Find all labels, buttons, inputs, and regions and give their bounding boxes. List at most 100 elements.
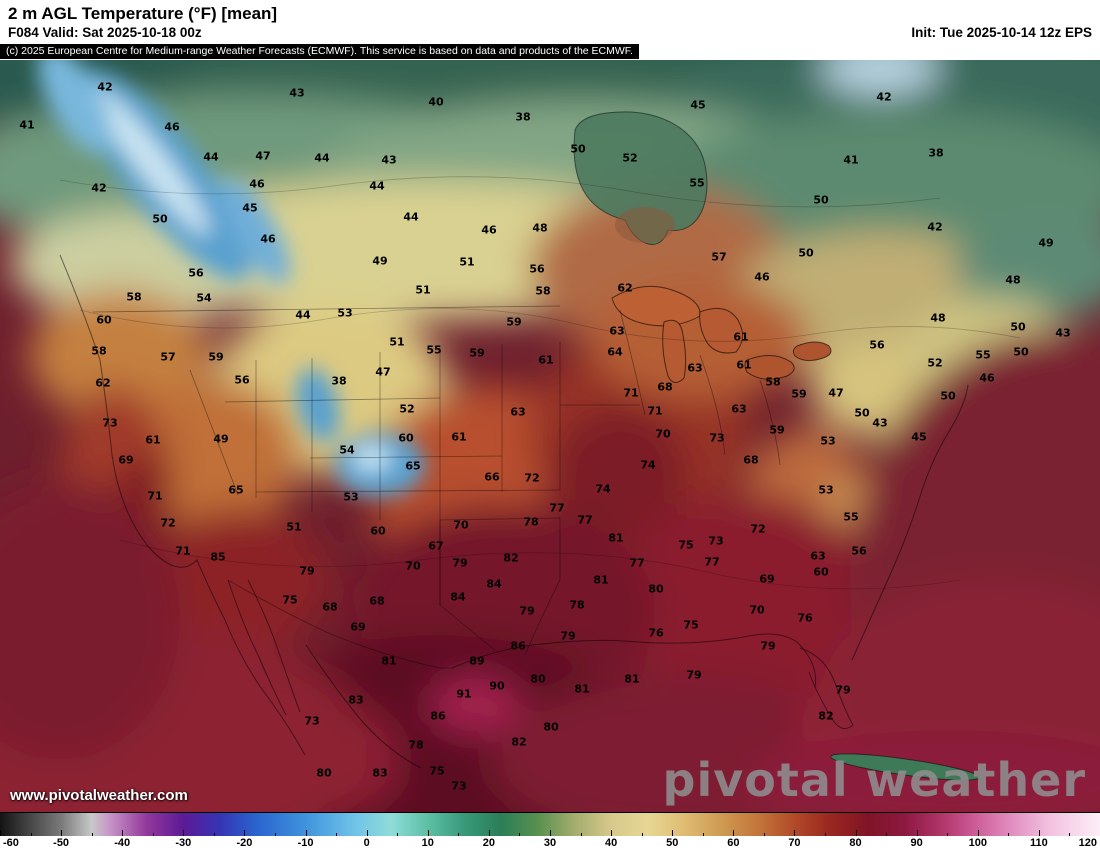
temp-label: 46 <box>979 371 995 385</box>
temp-label: 70 <box>453 518 469 532</box>
valid-time-label: F084 Valid: Sat 2025-10-18 00z <box>8 25 202 40</box>
temp-label: 58 <box>765 375 781 389</box>
temp-label: 79 <box>519 604 535 618</box>
temp-label: 51 <box>459 255 475 269</box>
colorbar-tick-label: 50 <box>666 837 679 849</box>
temp-label: 81 <box>624 672 640 686</box>
temp-label: 52 <box>927 356 943 370</box>
temp-label: 49 <box>1038 236 1054 250</box>
colorbar-tick-label: 90 <box>910 837 923 849</box>
temp-label: 74 <box>640 458 656 472</box>
temp-label: 57 <box>160 350 176 364</box>
temp-label: 77 <box>549 501 565 515</box>
temp-label: 46 <box>260 232 276 246</box>
init-time-label: Init: Tue 2025-10-14 12z EPS <box>911 25 1092 40</box>
temp-label: 55 <box>843 510 859 524</box>
temp-label: 41 <box>843 153 859 167</box>
temp-label: 78 <box>408 738 424 752</box>
temp-label: 42 <box>927 220 943 234</box>
temperature-field-svg <box>0 60 1100 812</box>
temp-label: 56 <box>234 373 250 387</box>
colorbar-tick-label: 20 <box>482 837 495 849</box>
temp-label: 51 <box>389 335 405 349</box>
temp-label: 82 <box>511 735 527 749</box>
temp-label: 44 <box>369 179 385 193</box>
temp-label: 38 <box>331 374 347 388</box>
temp-label: 56 <box>188 266 204 280</box>
temp-label: 63 <box>731 402 747 416</box>
temp-label: 66 <box>484 470 500 484</box>
temp-label: 83 <box>348 693 364 707</box>
temp-label: 58 <box>126 290 142 304</box>
temp-label: 54 <box>196 291 212 305</box>
colorbar-tick <box>611 830 613 836</box>
temp-label: 78 <box>569 598 585 612</box>
temp-label: 56 <box>851 544 867 558</box>
temp-label: 73 <box>102 416 118 430</box>
temp-label: 43 <box>289 86 305 100</box>
temp-label: 68 <box>322 600 338 614</box>
temp-label: 61 <box>733 330 749 344</box>
temp-label: 46 <box>481 223 497 237</box>
temp-label: 61 <box>145 433 161 447</box>
colorbar-tick-label: 0 <box>363 837 370 849</box>
temp-label: 69 <box>350 620 366 634</box>
temp-label: 55 <box>689 176 705 190</box>
temp-label: 81 <box>574 682 590 696</box>
temp-label: 59 <box>506 315 522 329</box>
temp-label: 57 <box>711 250 727 264</box>
temp-label: 61 <box>736 358 752 372</box>
map-title: 2 m AGL Temperature (°F) [mean] <box>8 4 278 23</box>
colorbar-tick-label: 120 <box>1078 837 1097 849</box>
temp-label: 81 <box>593 573 609 587</box>
colorbar-ticks: -60 -50 -40 -30 -20 -10 0 10 20 30 40 50 60 70 80 90 100… <box>0 836 1100 850</box>
colorbar-tick-label: 40 <box>604 837 618 849</box>
temp-label: 49 <box>372 254 388 268</box>
temp-label: 86 <box>510 639 526 653</box>
temp-label: 71 <box>623 386 639 400</box>
temp-label: 53 <box>343 490 359 504</box>
temp-label: 86 <box>430 709 446 723</box>
temp-label: 80 <box>648 582 664 596</box>
contour-lines <box>59 176 1021 590</box>
temp-label: 59 <box>469 346 485 360</box>
temp-label: 73 <box>709 431 725 445</box>
temp-label: 42 <box>97 80 113 94</box>
coastlines <box>59 254 980 781</box>
temperature-map: 42 43 40 38 45 42 41 46 44 47 44 43 50 52 41 38 42 46 44 55… <box>0 60 1100 812</box>
temp-label: 59 <box>208 350 224 364</box>
colorbar-tick-label: -20 <box>236 837 253 849</box>
temp-label: 62 <box>95 376 111 390</box>
colorbar-tick <box>427 830 429 836</box>
hudson-bay <box>573 111 708 245</box>
temp-label: 58 <box>535 284 551 298</box>
colorbar-tick-label: -10 <box>297 837 314 849</box>
temp-label: 76 <box>648 626 664 640</box>
temp-label: 46 <box>164 120 180 134</box>
temp-label: 56 <box>869 338 885 352</box>
temp-label: 42 <box>91 181 107 195</box>
temp-label: 75 <box>282 593 298 607</box>
great-lakes <box>611 285 832 383</box>
colorbar-tick-label: 110 <box>1030 837 1048 849</box>
temp-label: 47 <box>255 149 271 163</box>
colorbar-tick <box>794 830 796 836</box>
temp-label: 44 <box>314 151 330 165</box>
temp-label: 45 <box>911 430 927 444</box>
colorbar-tick <box>1038 830 1040 836</box>
site-url-watermark: www.pivotalweather.com <box>10 787 188 804</box>
temp-label: 47 <box>828 386 844 400</box>
temp-label: 77 <box>629 556 645 570</box>
temp-label: 71 <box>647 404 663 418</box>
colorbar-tick <box>488 830 490 836</box>
colorbar-minor-tick <box>213 833 215 836</box>
temp-label: 50 <box>152 212 168 226</box>
temp-label: 85 <box>210 550 226 564</box>
temp-label: 50 <box>940 389 956 403</box>
temp-label: 59 <box>769 423 785 437</box>
colorbar-tick <box>672 830 674 836</box>
temp-label: 71 <box>175 544 191 558</box>
temp-label: 50 <box>854 406 870 420</box>
temp-label: 52 <box>622 151 638 165</box>
temp-label: 75 <box>678 538 694 552</box>
